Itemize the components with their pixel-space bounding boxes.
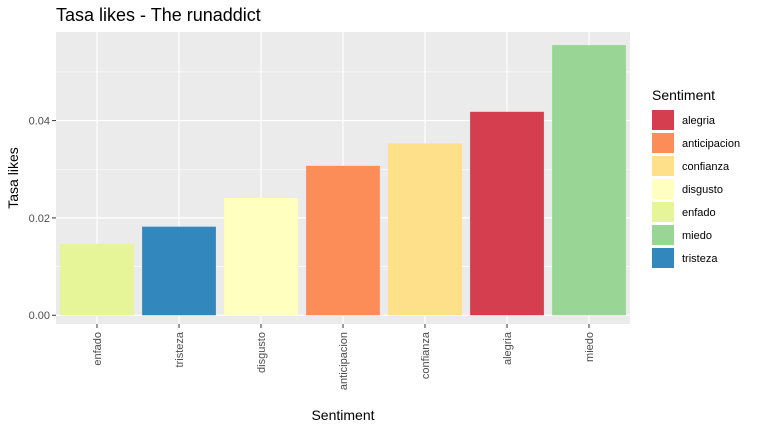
legend-label-miedo: miedo — [682, 230, 712, 242]
y-axis-title: Tasa likes — [5, 147, 21, 208]
legend-label-alegria: alegria — [682, 115, 716, 127]
legend-label-enfado: enfado — [682, 207, 716, 219]
legend-swatch-enfado — [652, 202, 674, 222]
x-tick-label: disgusto — [256, 332, 268, 373]
legend-title: Sentiment — [652, 87, 715, 103]
y-tick-label: 0.00 — [29, 310, 50, 322]
bar-alegria — [470, 111, 544, 316]
bar-miedo — [552, 45, 626, 316]
legend-swatch-disgusto — [652, 179, 674, 199]
x-tick-label: confianza — [420, 331, 432, 379]
x-tick-label: tristeza — [174, 331, 186, 367]
legend-label-confianza: confianza — [682, 161, 730, 173]
legend-label-disgusto: disgusto — [682, 184, 723, 196]
x-tick-label: enfado — [92, 332, 104, 366]
bar-enfado — [60, 243, 134, 316]
bar-tristeza — [142, 226, 216, 316]
y-tick-label: 0.04 — [29, 116, 50, 128]
legend-swatch-anticipacion — [652, 133, 674, 153]
bars — [60, 45, 626, 316]
bar-confianza — [388, 143, 462, 316]
bar-disgusto — [224, 197, 298, 316]
x-tick-label: alegria — [502, 331, 514, 365]
legend-label-anticipacion: anticipacion — [682, 138, 740, 150]
legend-swatch-tristeza — [652, 248, 674, 268]
legend: Sentiment alegria anticipacion confianza di… — [652, 87, 740, 268]
legend-swatch-alegria — [652, 110, 674, 130]
bar-anticipacion — [306, 165, 380, 316]
y-axis: 0.00 0.02 0.04 — [29, 116, 56, 322]
legend-swatch-confianza — [652, 156, 674, 176]
x-tick-label: miedo — [584, 332, 596, 362]
legend-label-tristeza: tristeza — [682, 253, 718, 265]
chart-title: Tasa likes - The runaddict — [56, 5, 261, 25]
legend-swatch-miedo — [652, 225, 674, 245]
y-tick-label: 0.02 — [29, 213, 50, 225]
x-tick-label: anticipacion — [338, 332, 350, 390]
x-axis-title: Sentiment — [311, 407, 374, 423]
x-axis: enfado tristeza disgusto anticipacion confia… — [92, 324, 596, 390]
